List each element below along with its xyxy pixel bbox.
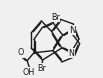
Text: O: O (18, 48, 24, 57)
Text: Br: Br (38, 63, 47, 73)
Text: N: N (68, 49, 74, 58)
Text: OH: OH (22, 68, 35, 77)
Text: Br: Br (51, 13, 60, 22)
Text: N: N (69, 26, 75, 35)
